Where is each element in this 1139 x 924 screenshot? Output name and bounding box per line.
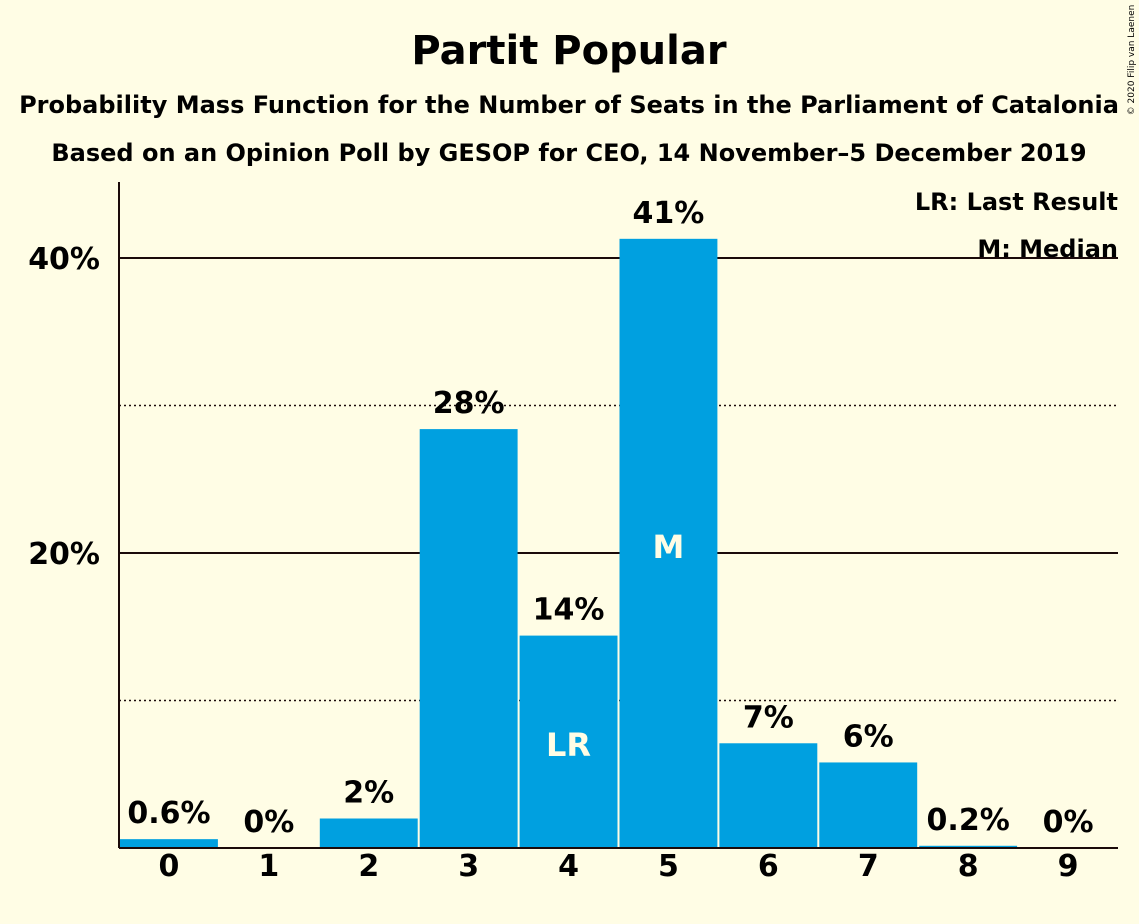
data-labels: 0.6% 0% 2% 28% 14% LR 41% M 7% 6% 0.2% 0% <box>127 196 1093 840</box>
x-tick-8: 8 <box>958 849 979 884</box>
last-result-marker: LR <box>546 726 591 764</box>
x-tick-6: 6 <box>758 849 779 884</box>
bar-4 <box>519 635 618 848</box>
bar-6 <box>719 743 818 848</box>
x-tick-labels: 0 1 2 3 4 5 6 7 8 9 <box>159 849 1079 884</box>
bar-7 <box>819 762 918 848</box>
data-label-4: 14% <box>533 593 605 628</box>
bar-0 <box>120 839 218 848</box>
chart-title: Partit Popular <box>411 28 726 74</box>
data-label-0: 0.6% <box>127 796 210 831</box>
data-label-8: 0.2% <box>927 803 1010 838</box>
x-tick-1: 1 <box>258 849 279 884</box>
bar-8 <box>919 845 1018 848</box>
x-tick-2: 2 <box>358 849 379 884</box>
data-label-2: 2% <box>343 776 394 811</box>
median-marker: M <box>653 528 685 566</box>
y-tick-40: 40% <box>28 242 100 277</box>
legend-median: M: Median <box>977 235 1118 263</box>
x-tick-5: 5 <box>658 849 679 884</box>
gridlines <box>119 257 1118 702</box>
x-tick-4: 4 <box>558 849 579 884</box>
copyright-text: © 2020 Filip van Laenen <box>1127 5 1137 116</box>
data-label-1: 0% <box>243 805 294 840</box>
chart-subtitle-1: Probability Mass Function for the Number… <box>19 91 1119 119</box>
data-label-5: 41% <box>633 196 705 231</box>
bar-5 <box>619 238 718 848</box>
data-label-7: 6% <box>843 719 894 754</box>
data-label-3: 28% <box>433 386 505 421</box>
y-tick-20: 20% <box>28 537 100 572</box>
x-tick-3: 3 <box>458 849 479 884</box>
x-tick-9: 9 <box>1058 849 1079 884</box>
x-tick-0: 0 <box>159 849 180 884</box>
data-label-9: 0% <box>1043 805 1094 840</box>
chart-subtitle-2: Based on an Opinion Poll by GESOP for CE… <box>51 139 1086 167</box>
x-tick-7: 7 <box>858 849 879 884</box>
bars <box>120 238 1018 848</box>
bar-3 <box>419 429 518 848</box>
y-tick-labels: 20% 40% <box>28 242 100 572</box>
bar-2 <box>319 818 418 848</box>
legend-last-result: LR: Last Result <box>915 188 1118 216</box>
data-label-6: 7% <box>743 700 794 735</box>
